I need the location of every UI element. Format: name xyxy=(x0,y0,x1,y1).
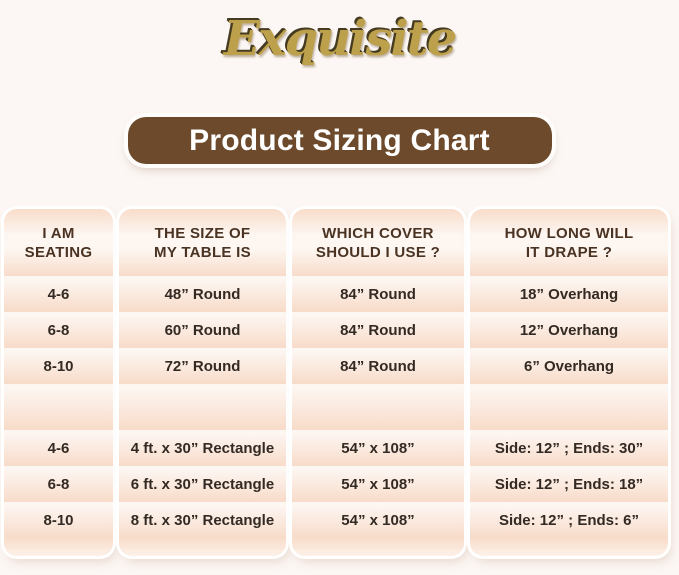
header-line: IT DRAPE ? xyxy=(525,243,613,261)
table-group-gap xyxy=(119,384,286,430)
table-cell-c4-r5: Side: 12” ; Ends: 18” xyxy=(470,466,668,502)
column-header-cover: WHICH COVER SHOULD I USE ? xyxy=(292,209,464,276)
table-cell-c3-r5: 54” x 108” xyxy=(292,466,464,502)
column-footer xyxy=(470,538,668,556)
header-line: I AM xyxy=(42,224,75,242)
table-group-gap xyxy=(292,384,464,430)
table-cell-c2-r2: 60” Round xyxy=(119,312,286,348)
header-line: HOW LONG WILL xyxy=(504,224,634,242)
brand-logo: Exquisite xyxy=(223,11,458,67)
table-cell-c2-r1: 48” Round xyxy=(119,276,286,312)
header-line: SHOULD I USE ? xyxy=(315,243,441,261)
header-line: SEATING xyxy=(24,243,93,261)
table-cell-c4-r4: Side: 12” ; Ends: 30” xyxy=(470,430,668,466)
table-cell-c1-r1: 4-6 xyxy=(4,276,113,312)
header-line: WHICH COVER xyxy=(322,224,434,242)
table-column-drape: HOW LONG WILL IT DRAPE ? 18” Overhang 12… xyxy=(470,209,668,556)
column-footer xyxy=(292,538,464,556)
table-cell-c1-r4: 4-6 xyxy=(4,430,113,466)
table-cell-c4-r6: Side: 12” ; Ends: 6” xyxy=(470,502,668,538)
table-cell-c4-r2: 12” Overhang xyxy=(470,312,668,348)
table-group-gap xyxy=(470,384,668,430)
sizing-table: I AM SEATING 4-6 6-8 8-10 4-6 6-8 8-10 T… xyxy=(4,209,668,556)
table-group-gap xyxy=(4,384,113,430)
table-cell-c3-r6: 54” x 108” xyxy=(292,502,464,538)
column-footer xyxy=(4,538,113,556)
column-header-drape: HOW LONG WILL IT DRAPE ? xyxy=(470,209,668,276)
table-column-seating: I AM SEATING 4-6 6-8 8-10 4-6 6-8 8-10 xyxy=(4,209,113,556)
table-cell-c1-r5: 6-8 xyxy=(4,466,113,502)
table-cell-c3-r2: 84” Round xyxy=(292,312,464,348)
table-cell-c3-r4: 54” x 108” xyxy=(292,430,464,466)
header-line: MY TABLE IS xyxy=(154,243,251,261)
header-line: THE SIZE OF xyxy=(154,224,251,242)
table-cell-c1-r2: 6-8 xyxy=(4,312,113,348)
table-cell-c1-r6: 8-10 xyxy=(4,502,113,538)
table-cell-c4-r3: 6” Overhang xyxy=(470,348,668,384)
column-footer xyxy=(119,538,286,556)
table-column-cover: WHICH COVER SHOULD I USE ? 84” Round 84”… xyxy=(292,209,464,556)
table-cell-c3-r3: 84” Round xyxy=(292,348,464,384)
table-column-table-size: THE SIZE OF MY TABLE IS 48” Round 60” Ro… xyxy=(119,209,286,556)
table-cell-c2-r4: 4 ft. x 30” Rectangle xyxy=(119,430,286,466)
column-header-table-size: THE SIZE OF MY TABLE IS xyxy=(119,209,286,276)
table-cell-c1-r3: 8-10 xyxy=(4,348,113,384)
table-cell-c2-r5: 6 ft. x 30” Rectangle xyxy=(119,466,286,502)
table-cell-c2-r3: 72” Round xyxy=(119,348,286,384)
title-banner: Product Sizing Chart xyxy=(127,117,552,164)
table-cell-c4-r1: 18” Overhang xyxy=(470,276,668,312)
table-cell-c3-r1: 84” Round xyxy=(292,276,464,312)
table-cell-c2-r6: 8 ft. x 30” Rectangle xyxy=(119,502,286,538)
column-header-seating: I AM SEATING xyxy=(4,209,113,276)
page-title: Product Sizing Chart xyxy=(189,123,490,157)
